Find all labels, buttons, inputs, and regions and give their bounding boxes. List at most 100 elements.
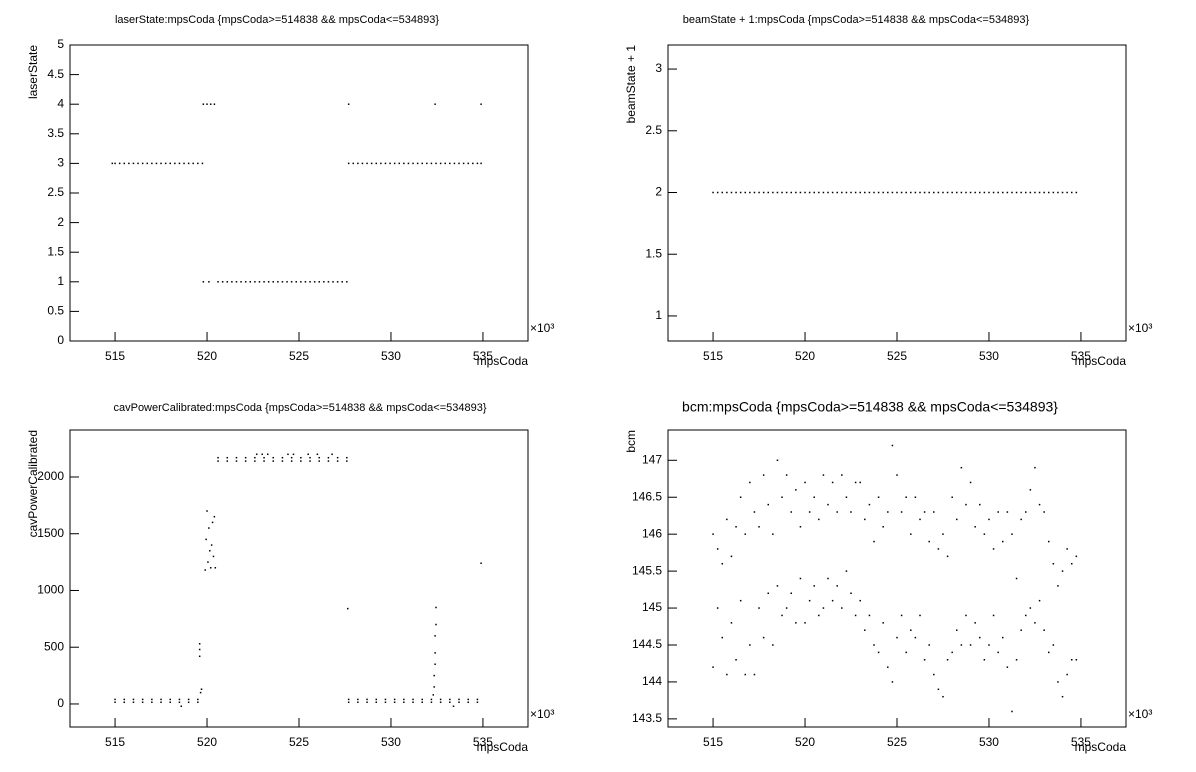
data-point [960, 466, 963, 469]
data-point [758, 607, 760, 609]
data-point [919, 614, 921, 617]
data-point [267, 281, 270, 283]
data-point [1006, 191, 1009, 194]
data-point [988, 191, 990, 194]
data-point [128, 162, 130, 165]
data-point [992, 548, 995, 550]
data-point [370, 162, 373, 165]
data-point [209, 103, 212, 105]
data-point [818, 518, 820, 521]
data-point [421, 698, 423, 701]
data-point [244, 460, 247, 462]
data-point [896, 474, 898, 476]
data-point [1047, 191, 1050, 194]
data-point [244, 281, 247, 283]
data-point [210, 544, 213, 546]
data-point [403, 701, 405, 704]
data-point [804, 481, 806, 484]
data-point [235, 460, 238, 462]
data-point [151, 701, 153, 704]
data-point [207, 561, 209, 563]
data-point [923, 659, 926, 661]
data-point [997, 511, 999, 513]
x-tick-label: 535 [473, 349, 493, 363]
data-point [997, 651, 999, 654]
data-point [1070, 191, 1073, 194]
data-point [327, 456, 330, 459]
data-point [1011, 710, 1013, 713]
data-point [164, 162, 167, 165]
data-point [721, 562, 724, 565]
y-tick-label: 4 [57, 96, 64, 110]
data-point [118, 162, 121, 165]
data-point [726, 673, 728, 676]
data-point [799, 577, 802, 580]
data-point [988, 518, 990, 521]
data-point [160, 162, 162, 165]
data-point [841, 191, 843, 194]
x-axis-label: mpsCoda [477, 354, 529, 368]
data-point [850, 191, 852, 194]
data-point [1029, 607, 1032, 609]
y-tick-label: 5 [57, 37, 64, 51]
data-point [969, 191, 972, 194]
data-point [795, 191, 797, 194]
data-point [213, 515, 216, 518]
data-point [873, 191, 875, 194]
data-point [739, 496, 742, 498]
data-point [421, 162, 423, 165]
data-point [169, 698, 171, 701]
data-point [795, 489, 797, 491]
data-point [864, 191, 866, 194]
x-tick-label: 515 [703, 349, 723, 363]
data-point [827, 577, 829, 580]
data-point [336, 456, 339, 459]
data-point [226, 281, 229, 283]
x-tick-label: 520 [197, 735, 217, 749]
data-point [226, 460, 229, 462]
data-point [951, 651, 953, 654]
data-point [1057, 585, 1059, 587]
data-point [854, 614, 857, 617]
data-point [449, 701, 451, 704]
data-point [864, 629, 866, 631]
data-point [877, 191, 880, 194]
data-point [781, 496, 783, 498]
data-point [937, 548, 940, 550]
data-point [209, 550, 211, 552]
data-point [249, 281, 252, 283]
data-point [439, 701, 442, 704]
data-point [1025, 191, 1027, 194]
data-point [204, 569, 206, 571]
data-point [946, 191, 949, 194]
y-axis-label: cavPowerCalibrated [26, 430, 40, 537]
data-point [887, 511, 889, 513]
plot-frame [69, 429, 529, 728]
data-point [923, 511, 926, 513]
data-point [868, 614, 871, 617]
data-point [132, 162, 135, 165]
data-point [208, 527, 210, 529]
data-point [430, 162, 433, 165]
data-point [123, 162, 126, 165]
data-point [1020, 191, 1022, 194]
data-point [114, 701, 116, 704]
data-point [449, 162, 451, 165]
data-point [458, 698, 460, 701]
data-point [1002, 191, 1004, 194]
data-point [393, 162, 396, 165]
data-point [1015, 191, 1018, 194]
data-point [200, 688, 203, 690]
data-point [942, 533, 944, 535]
data-point [1034, 466, 1036, 469]
data-point [146, 162, 149, 165]
y-tick-label: 1.5 [47, 244, 64, 258]
data-point [480, 162, 482, 165]
data-point [850, 511, 852, 513]
data-point [141, 162, 144, 165]
data-point [772, 644, 774, 646]
data-point [960, 191, 963, 194]
data-point [905, 651, 907, 654]
y-tick-label: 4.5 [47, 67, 64, 81]
data-point [187, 162, 190, 165]
